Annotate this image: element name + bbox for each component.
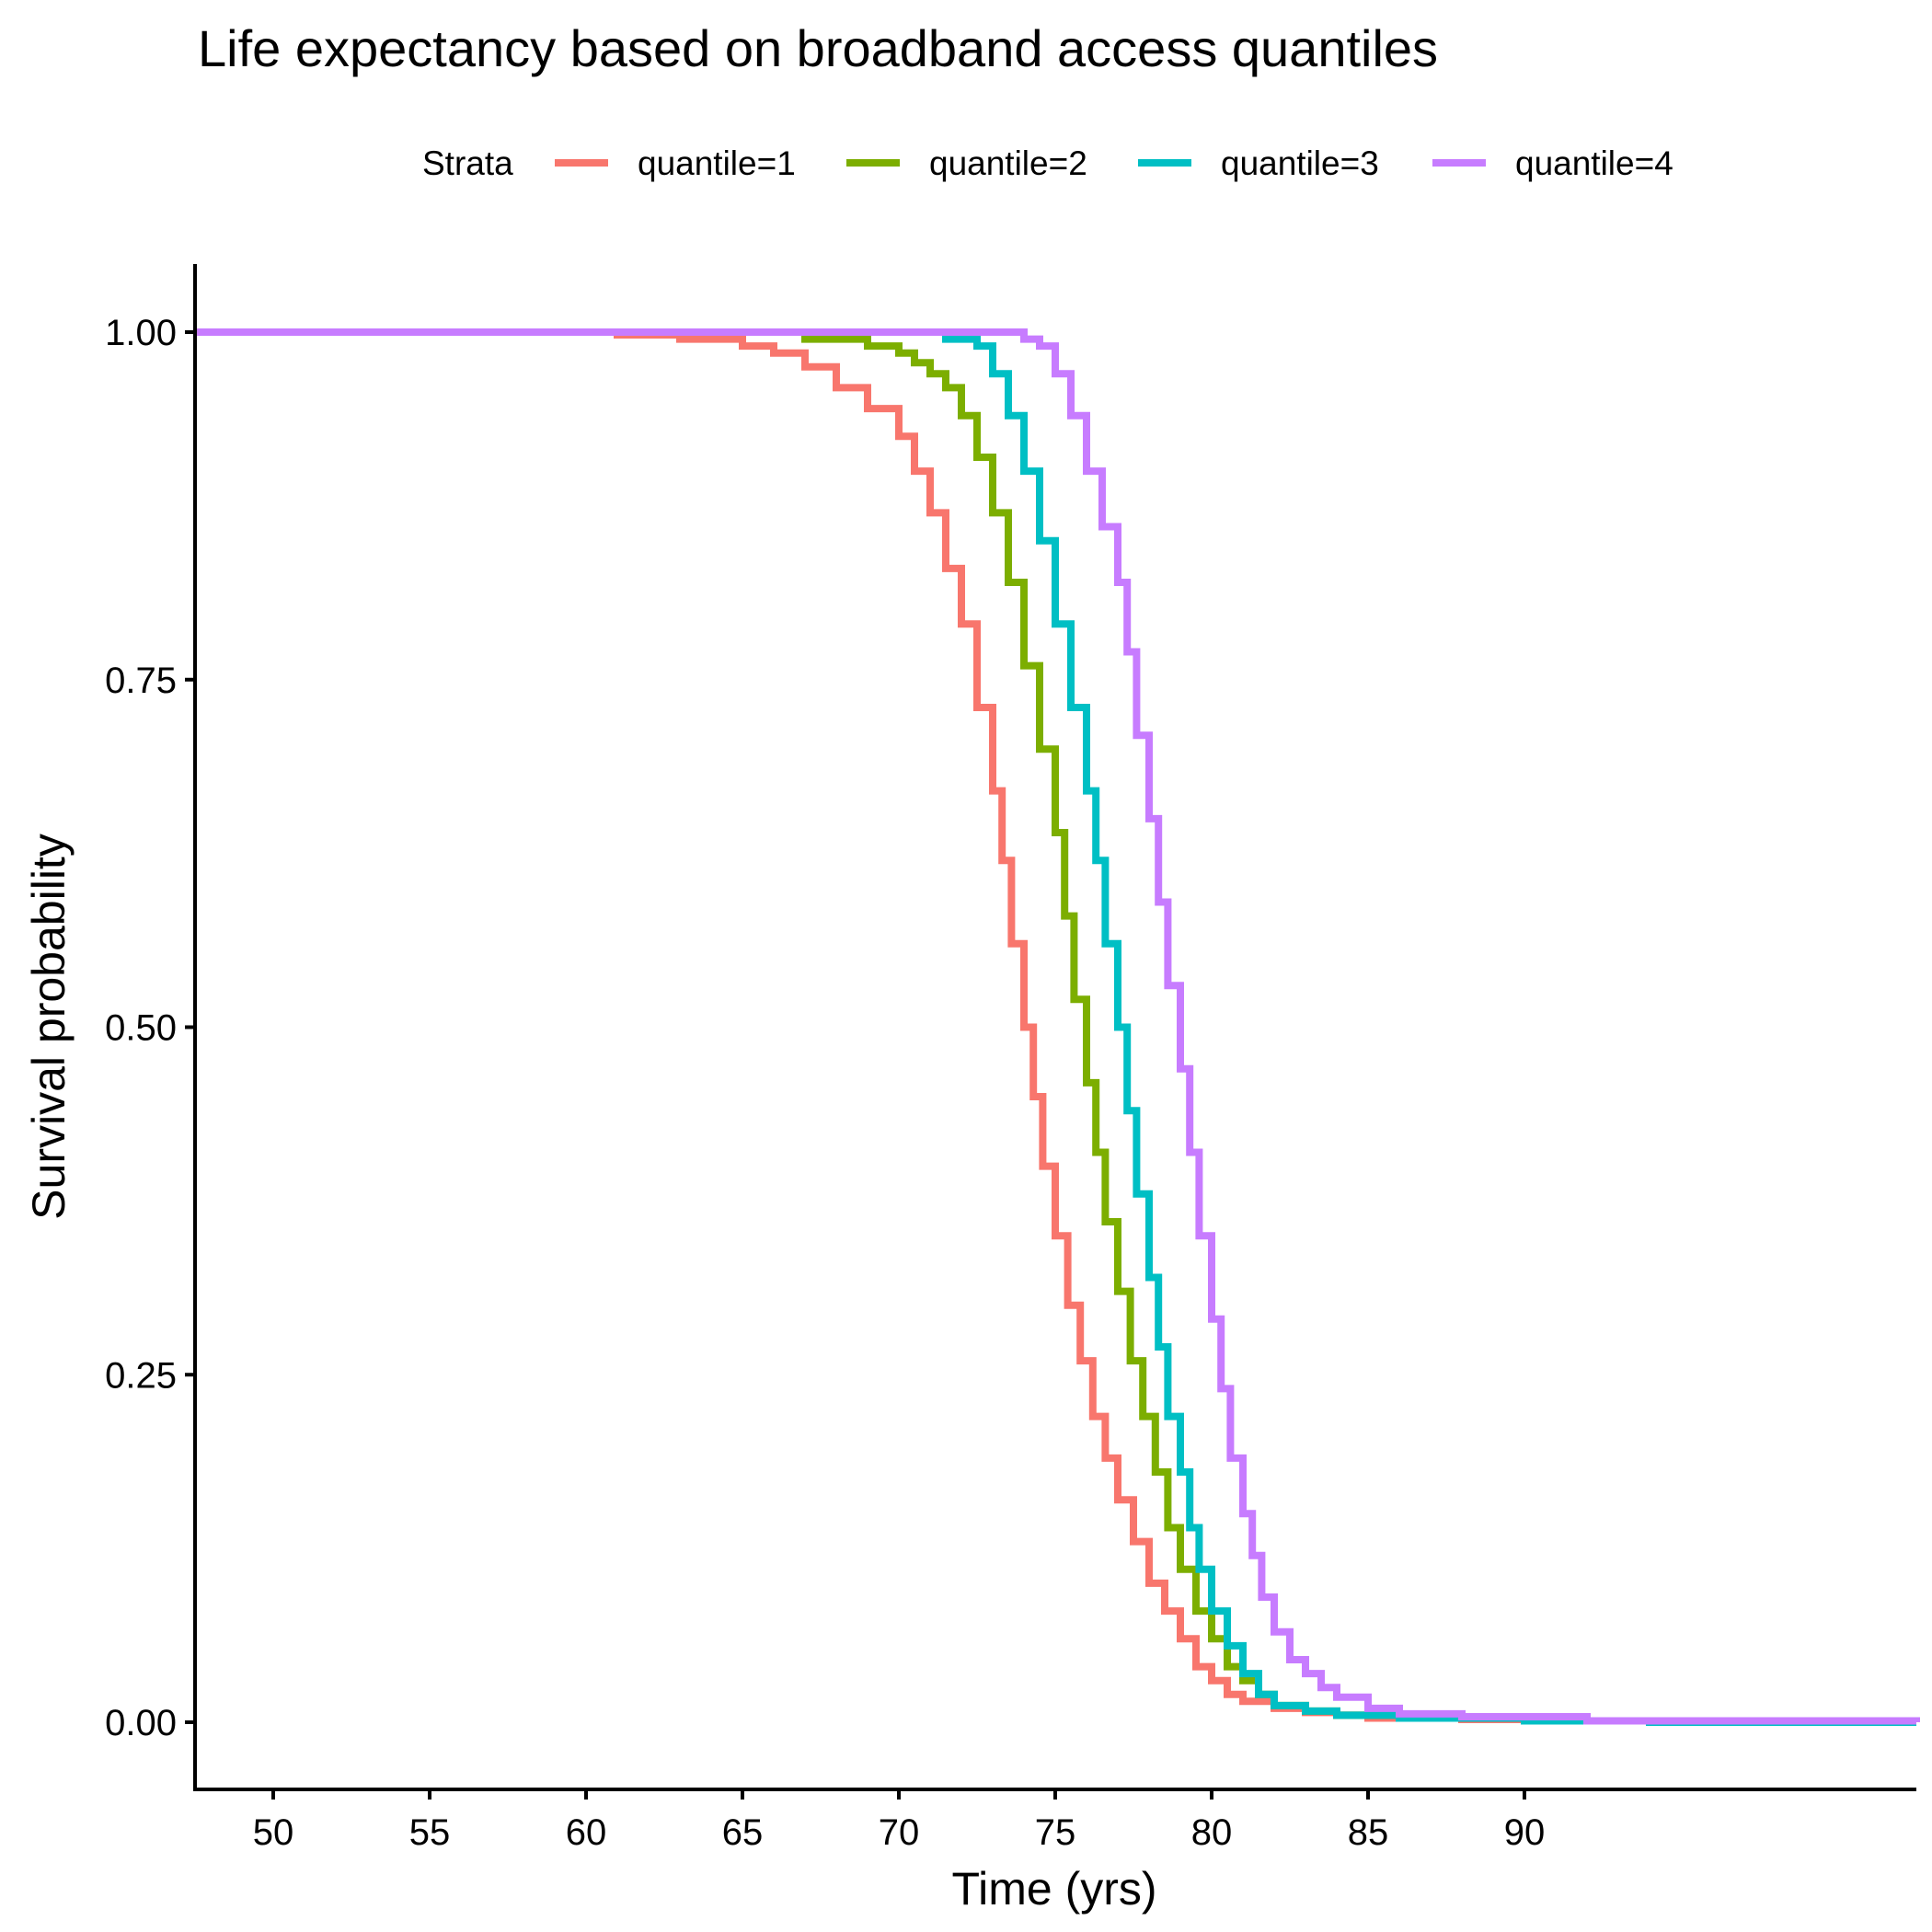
x-tick-label: 75 <box>1035 1812 1076 1853</box>
legend-label: quantile=1 <box>638 144 796 182</box>
x-tick-label: 65 <box>722 1812 764 1853</box>
legend: Strata quantile=1 quantile=2 quantile=3 qua… <box>422 144 1673 182</box>
y-axis-title: Survival probability <box>23 834 75 1220</box>
x-tick-label: 60 <box>566 1812 607 1853</box>
y-tick-label: 0.00 <box>105 1703 177 1743</box>
y-tick-label: 0.50 <box>105 1008 177 1049</box>
series-line-quantile-4 <box>195 328 1920 1725</box>
legend-label: quantile=2 <box>929 144 1087 182</box>
x-tick-label: 70 <box>879 1812 920 1853</box>
y-axis-ticks: 0.00 0.25 0.50 0.75 1.00 <box>105 313 195 1743</box>
x-tick-label: 80 <box>1191 1812 1233 1853</box>
legend-title: Strata <box>422 144 513 182</box>
x-tick-label: 85 <box>1348 1812 1389 1853</box>
x-axis-title: Time (yrs) <box>951 1863 1156 1915</box>
y-tick-label: 1.00 <box>105 313 177 353</box>
plot-area <box>195 328 1920 1726</box>
x-tick-label: 50 <box>253 1812 294 1853</box>
chart-title: Life expectancy based on broadband acces… <box>198 19 1438 77</box>
series-line-quantile-1 <box>195 328 1920 1725</box>
x-axis-ticks: 50 55 60 65 70 75 80 85 90 <box>253 1789 1546 1853</box>
legend-label: quantile=3 <box>1221 144 1379 182</box>
legend-label: quantile=4 <box>1515 144 1673 182</box>
series-line-quantile-3 <box>195 328 1916 1726</box>
x-tick-label: 90 <box>1504 1812 1546 1853</box>
y-tick-label: 0.75 <box>105 661 177 701</box>
y-tick-label: 0.25 <box>105 1355 177 1396</box>
x-tick-label: 55 <box>409 1812 451 1853</box>
